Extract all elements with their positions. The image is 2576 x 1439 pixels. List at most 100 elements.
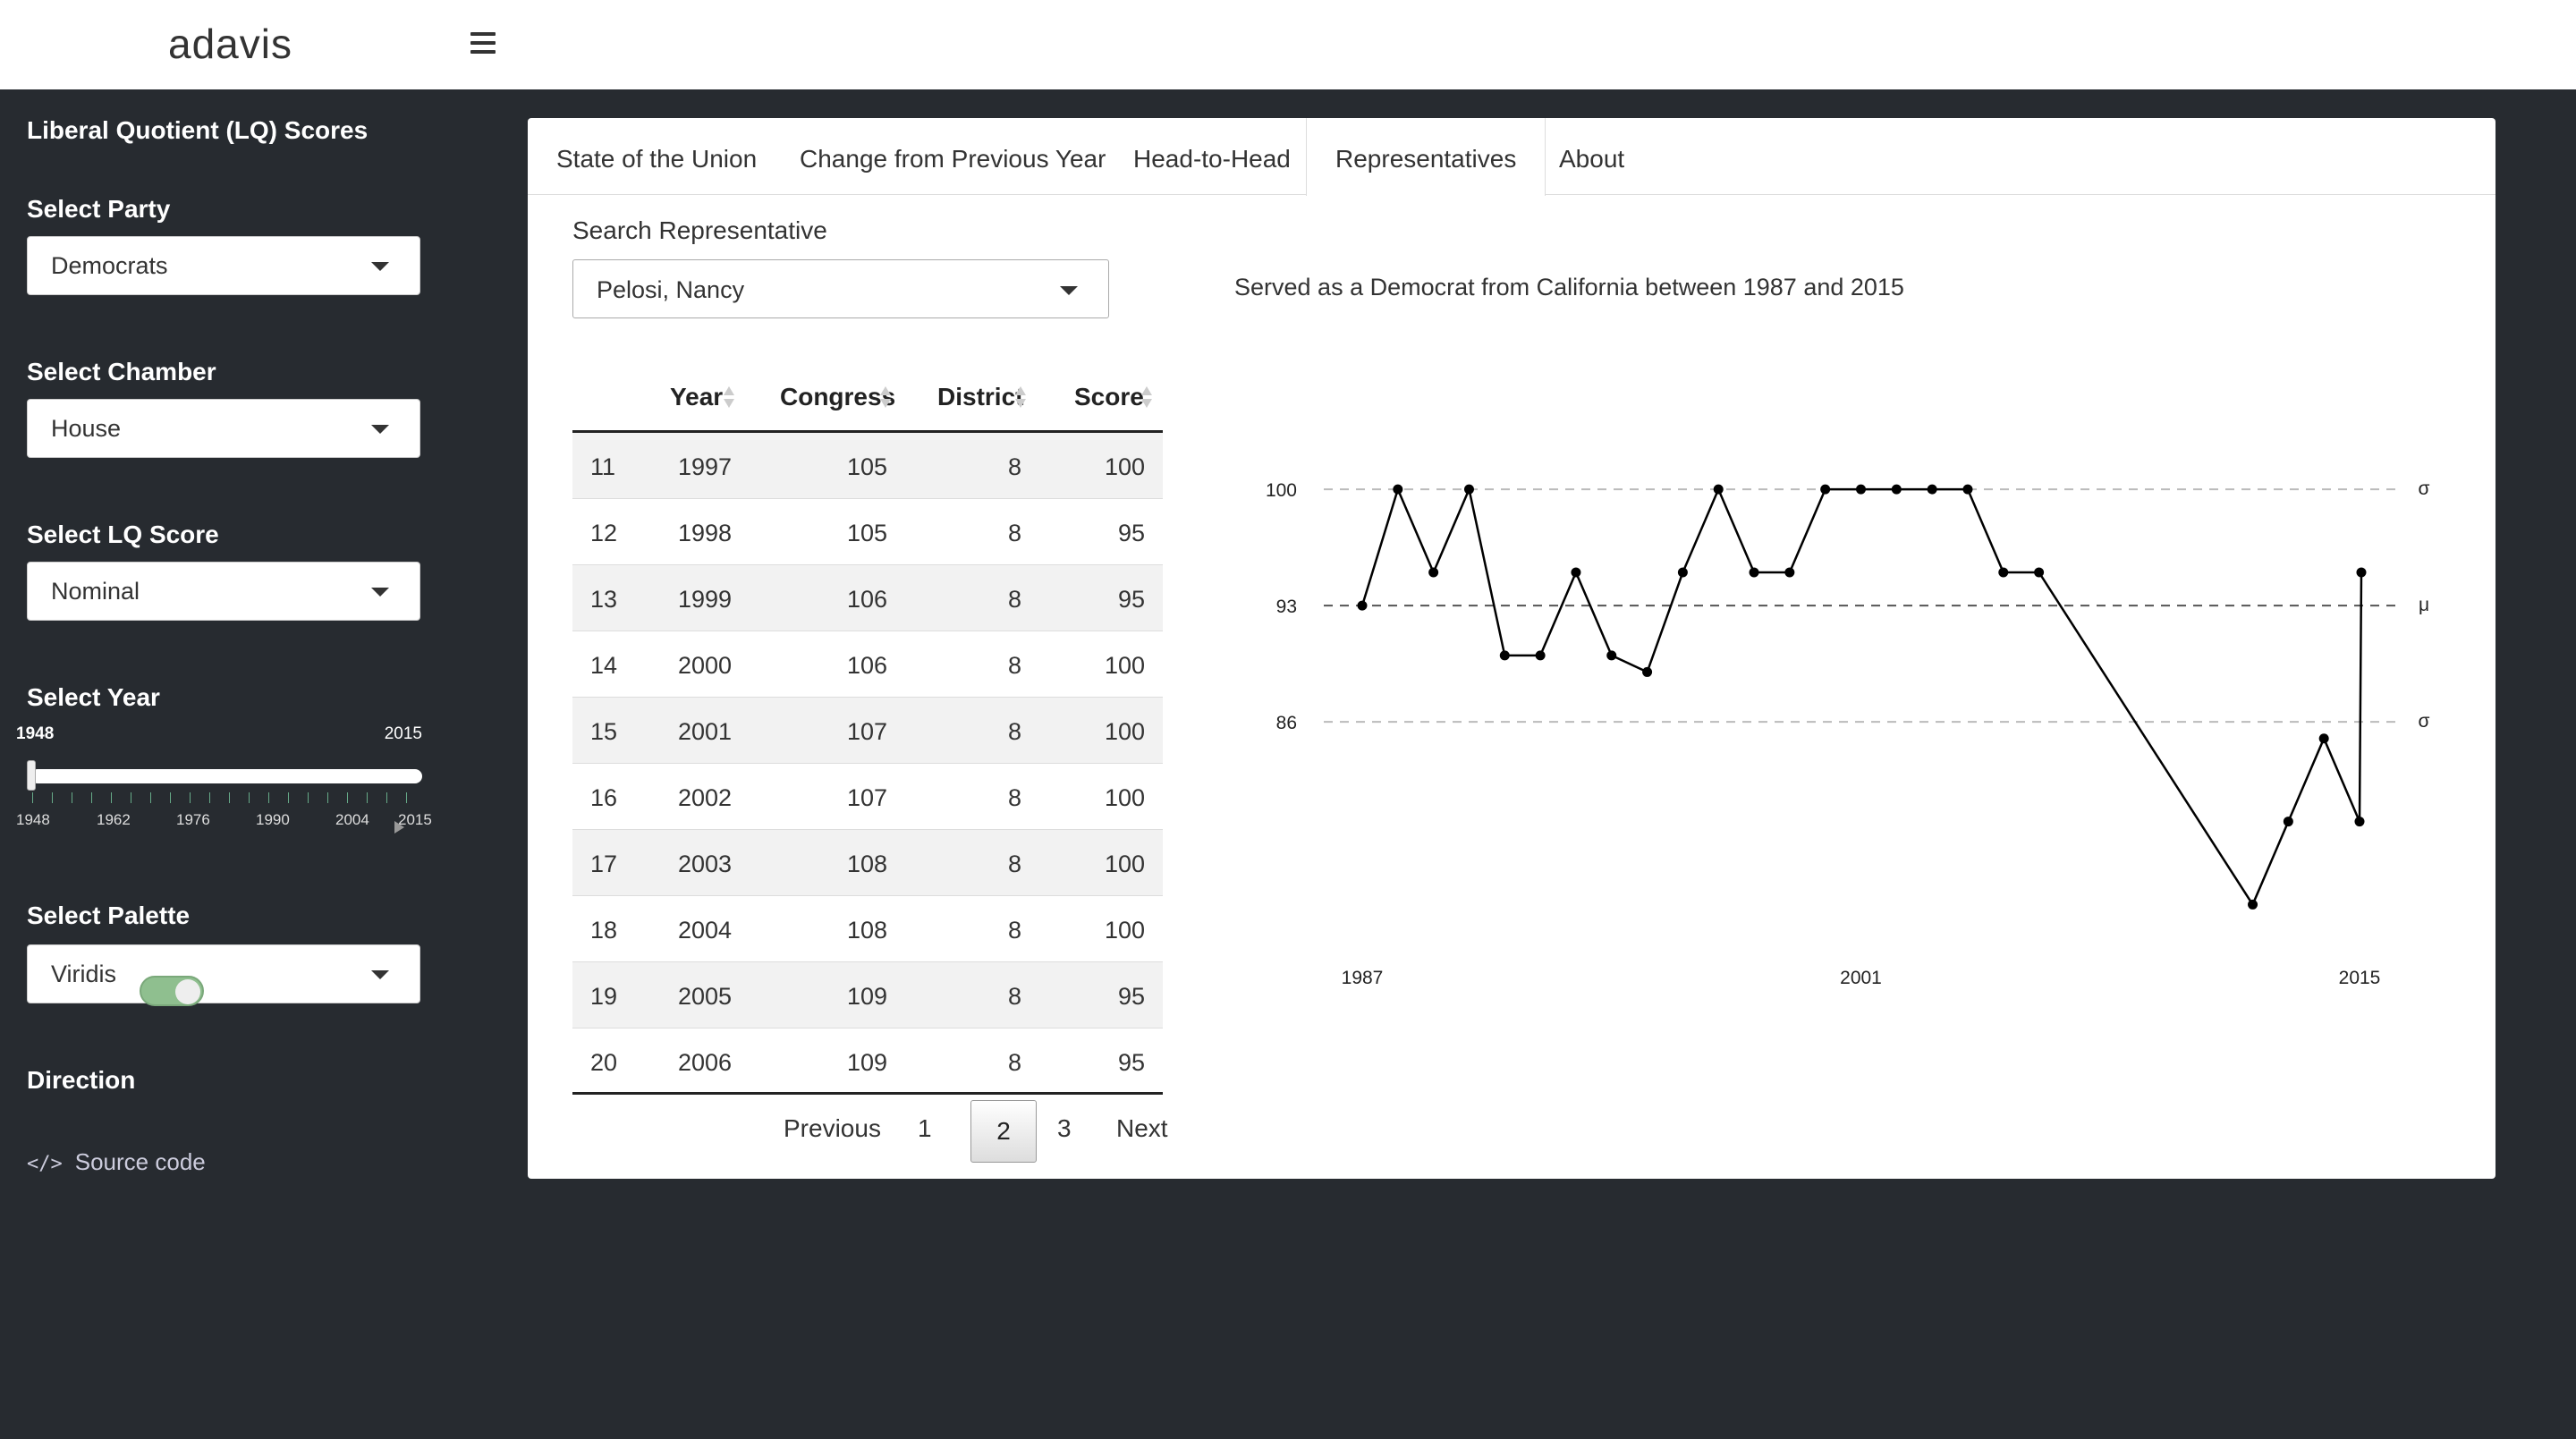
data-point — [1749, 567, 1759, 578]
sort-icon[interactable] — [880, 386, 891, 410]
sort-icon[interactable] — [1141, 386, 1152, 410]
x-tick-label: 2015 — [2339, 968, 2381, 988]
reference-line-label: σ — [2419, 711, 2430, 732]
year-cell: 2001 — [678, 718, 733, 745]
row-index-cell: 16 — [590, 784, 618, 811]
table-header: Year Congress District Score — [572, 361, 1163, 433]
data-point — [2354, 817, 2365, 827]
party-select[interactable]: Democrats — [27, 236, 420, 295]
lq-score-select-value: Nominal — [51, 578, 140, 605]
tab-about[interactable]: About — [1559, 145, 1625, 173]
tab-representatives[interactable]: Representatives — [1306, 118, 1546, 196]
table-row: 20 2006 109 8 95 — [572, 1028, 1163, 1095]
representative-select[interactable]: Pelosi, Nancy — [572, 259, 1109, 318]
score-cell: 95 — [1117, 520, 1145, 546]
district-cell: 8 — [1007, 718, 1021, 745]
palette-select-value: Viridis — [51, 961, 117, 987]
chevron-down-icon — [371, 588, 389, 597]
sort-icon[interactable] — [724, 386, 734, 410]
congress-cell: 106 — [846, 586, 887, 613]
data-point — [1499, 650, 1510, 661]
data-point — [1927, 484, 1937, 495]
year-cell: 1998 — [678, 520, 733, 546]
hamburger-menu-icon[interactable] — [470, 32, 496, 55]
score-cell: 95 — [1117, 586, 1145, 613]
page-2-button[interactable]: 2 — [970, 1100, 1037, 1163]
data-point — [1463, 484, 1474, 495]
table-row: 11 1997 105 8 100 — [572, 433, 1163, 499]
direction-label: Direction — [27, 1066, 136, 1094]
year-slider[interactable]: 1948 2015 1948 1962 1976 1990 2004 2015 — [16, 724, 432, 828]
slider-tick-label: 1990 — [256, 811, 290, 828]
palette-select[interactable]: Viridis — [27, 944, 420, 1003]
data-point — [2248, 899, 2258, 910]
data-point — [1891, 484, 1902, 495]
y-tick-label: 86 — [1276, 713, 1297, 733]
year-cell: 2005 — [678, 983, 733, 1010]
congress-cell: 105 — [846, 453, 887, 480]
slider-tick-label: 2004 — [335, 811, 369, 828]
previous-page-button[interactable]: Previous — [784, 1114, 881, 1142]
row-index-cell: 11 — [590, 453, 616, 480]
palette-label: Select Palette — [27, 901, 191, 929]
lq-score-chart: σ μ σ 86 93 100 1987 2001 2015 — [1266, 478, 2430, 988]
data-point — [1393, 484, 1403, 495]
chevron-down-icon — [371, 262, 389, 271]
lq-score-select[interactable]: Nominal — [27, 562, 420, 621]
slider-tick-label: 1948 — [16, 811, 50, 828]
year-cell: 2003 — [678, 851, 733, 877]
data-point — [1571, 567, 1581, 578]
pagination: Previous 1 2 3 Next — [733, 1098, 1168, 1163]
column-header-district[interactable]: District — [937, 383, 1024, 411]
congress-cell: 109 — [846, 1049, 887, 1076]
score-cell: 100 — [1104, 718, 1145, 745]
column-header-congress[interactable]: Congress — [780, 383, 896, 411]
row-index-cell: 12 — [590, 520, 618, 546]
sort-icon[interactable] — [1015, 386, 1026, 410]
scores-table: Year Congress District Score 11 1997 105 8 1… — [572, 361, 1163, 1095]
chevron-down-icon — [371, 970, 389, 979]
slider-track[interactable] — [30, 769, 422, 783]
sidebar: Liberal Quotient (LQ) Scores Select Part… — [0, 89, 465, 1439]
next-page-button[interactable]: Next — [1116, 1114, 1168, 1142]
district-cell: 8 — [1007, 917, 1021, 944]
row-index-cell: 14 — [590, 652, 618, 679]
score-cell: 95 — [1117, 1049, 1145, 1076]
toggle-knob — [175, 979, 200, 1004]
table-row: 19 2005 109 8 95 — [572, 962, 1163, 1028]
district-cell: 8 — [1007, 784, 1021, 811]
data-point — [1856, 484, 1866, 495]
page-3-button[interactable]: 3 — [1057, 1114, 1072, 1142]
play-icon[interactable] — [394, 821, 404, 834]
score-cell: 100 — [1104, 784, 1145, 811]
lq-score-label: Select LQ Score — [27, 521, 219, 548]
page-1-button[interactable]: 1 — [918, 1114, 932, 1142]
x-tick-label: 1987 — [1342, 968, 1384, 988]
slider-max-label: 2015 — [384, 724, 422, 743]
district-cell: 8 — [1007, 520, 1021, 546]
tab-head-to-head[interactable]: Head-to-Head — [1133, 145, 1291, 173]
source-code-link[interactable]: </> Source code — [27, 1148, 206, 1176]
row-index-cell: 17 — [590, 851, 618, 877]
data-point — [1677, 567, 1688, 578]
representative-description: Served as a Democrat from California bet… — [1234, 274, 1904, 300]
data-point — [1820, 484, 1831, 495]
tab-change-from-previous-year[interactable]: Change from Previous Year — [800, 145, 1106, 173]
data-point — [1535, 650, 1546, 661]
slider-min-label: 1948 — [16, 724, 55, 743]
score-cell: 100 — [1104, 917, 1145, 944]
direction-toggle[interactable] — [140, 976, 204, 1006]
sidebar-title: Liberal Quotient (LQ) Scores — [27, 116, 369, 144]
tab-state-of-the-union[interactable]: State of the Union — [556, 145, 758, 173]
slider-handle[interactable] — [27, 760, 36, 791]
chamber-select[interactable]: House — [27, 399, 420, 458]
chevron-down-icon — [1060, 286, 1078, 295]
score-cell: 100 — [1104, 851, 1145, 877]
congress-cell: 107 — [846, 718, 887, 745]
year-cell: 2004 — [678, 917, 733, 944]
column-header-year[interactable]: Year — [670, 383, 724, 411]
column-header-score[interactable]: Score — [1074, 383, 1144, 411]
congress-cell: 107 — [846, 784, 887, 811]
row-index-cell: 15 — [590, 718, 618, 745]
data-point — [1428, 567, 1439, 578]
